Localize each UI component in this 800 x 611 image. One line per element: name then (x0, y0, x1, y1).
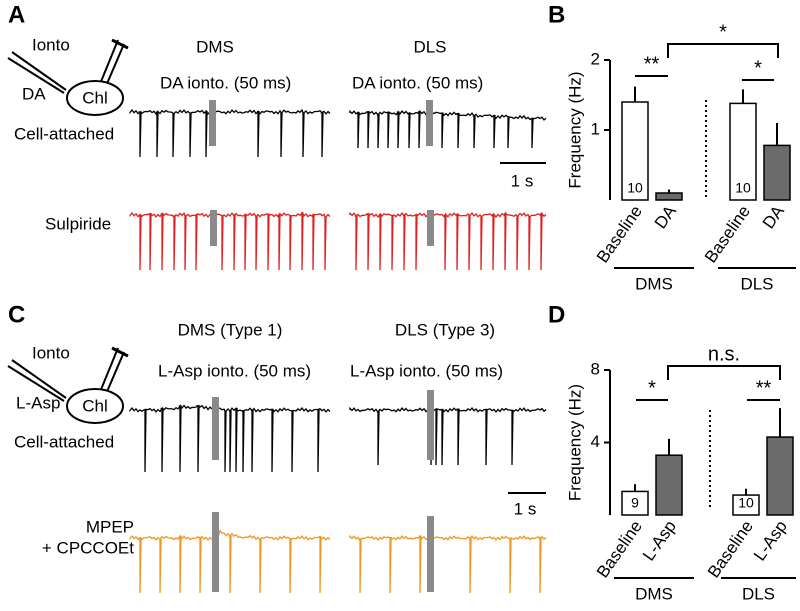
group-label: DLS (740, 274, 773, 293)
stimulus-label: DA ionto. (50 ms) (352, 73, 483, 92)
sig-label: * (719, 21, 727, 43)
stimulus-bar (426, 100, 433, 146)
pipette-label: Ionto (32, 343, 70, 362)
region-label: DLS (413, 37, 446, 56)
scale-label: 1 s (511, 171, 534, 190)
pipette-diagram (7, 38, 129, 116)
x-tick-label: L-Asp (639, 517, 680, 564)
trace (129, 529, 331, 594)
sig-bracket (667, 365, 781, 380)
drug-label: L-Asp (16, 393, 60, 412)
y-axis-label: Frequency (Hz) (565, 384, 584, 501)
panel-label: A (8, 1, 25, 28)
sample-size: 10 (627, 180, 643, 196)
sample-size: 10 (735, 180, 751, 196)
trace (349, 534, 547, 594)
x-tick-label: L-Asp (750, 517, 791, 564)
sig-label: * (648, 377, 656, 399)
x-tick-label: DA (651, 201, 680, 232)
bar (763, 144, 791, 201)
bar (621, 490, 649, 516)
recording-label: Cell-attached (14, 432, 114, 451)
stimulus-bar (210, 210, 217, 246)
stimulus-bar (212, 512, 219, 592)
condition-label: Sulpiride (45, 214, 111, 233)
stimulus-label: L-Asp ionto. (50 ms) (350, 361, 503, 380)
y-tick-label: 8 (591, 359, 600, 378)
recording-label: Cell-attached (14, 124, 114, 143)
panel-label: B (548, 1, 565, 28)
stimulus-label: L-Asp ionto. (50 ms) (158, 361, 311, 380)
pipette-label: Ionto (32, 35, 70, 54)
sample-size: 9 (631, 495, 639, 511)
trace (349, 211, 547, 271)
sig-bracket (667, 43, 779, 58)
y-tick-label: 2 (591, 49, 600, 68)
trace (349, 406, 547, 466)
sig-label: ** (756, 377, 772, 399)
sig-label: n.s. (708, 343, 740, 365)
cell-label: Chl (82, 88, 108, 107)
stimulus-bar (427, 390, 434, 460)
condition-label: + CPCCOEt (42, 538, 134, 557)
group-label: DMS (635, 584, 673, 603)
bar (732, 494, 760, 516)
stimulus-label: DA ionto. (50 ms) (160, 73, 291, 92)
sig-label: ** (644, 53, 660, 75)
x-tick-label: Baseline (701, 202, 754, 266)
stimulus-bar (427, 516, 434, 592)
x-tick-label: Baseline (593, 202, 646, 266)
stimulus-bar (427, 210, 434, 246)
region-label: DMS (Type 1) (178, 320, 283, 339)
trace (349, 109, 547, 149)
bar (655, 192, 683, 201)
x-tick-label: Baseline (704, 517, 757, 581)
pipette-diagram (7, 346, 129, 424)
region-label: DLS (Type 3) (395, 320, 495, 339)
trace (129, 211, 331, 271)
stimulus-bar (209, 100, 216, 146)
bar (621, 101, 649, 201)
panel-label: C (8, 301, 25, 328)
stimulus-bar (212, 397, 219, 460)
scale-label: 1 s (514, 499, 537, 518)
y-tick-label: 1 (591, 119, 600, 138)
sig-label: * (754, 57, 762, 79)
bar (655, 454, 683, 516)
panel-label: D (548, 301, 565, 328)
sample-size: 10 (738, 495, 754, 511)
region-label: DMS (196, 37, 234, 56)
group-label: DMS (635, 274, 673, 293)
x-tick-label: DA (759, 201, 788, 232)
drug-label: DA (22, 84, 46, 103)
bar (766, 436, 794, 516)
cell-label: Chl (82, 396, 108, 415)
trace (129, 403, 331, 473)
y-tick-label: 4 (591, 432, 600, 451)
trace (129, 108, 331, 158)
bar (729, 102, 757, 201)
group-label: DLS (742, 584, 775, 603)
y-axis-label: Frequency (Hz) (565, 71, 584, 188)
condition-label: MPEP (86, 517, 134, 536)
x-tick-label: Baseline (593, 517, 646, 581)
